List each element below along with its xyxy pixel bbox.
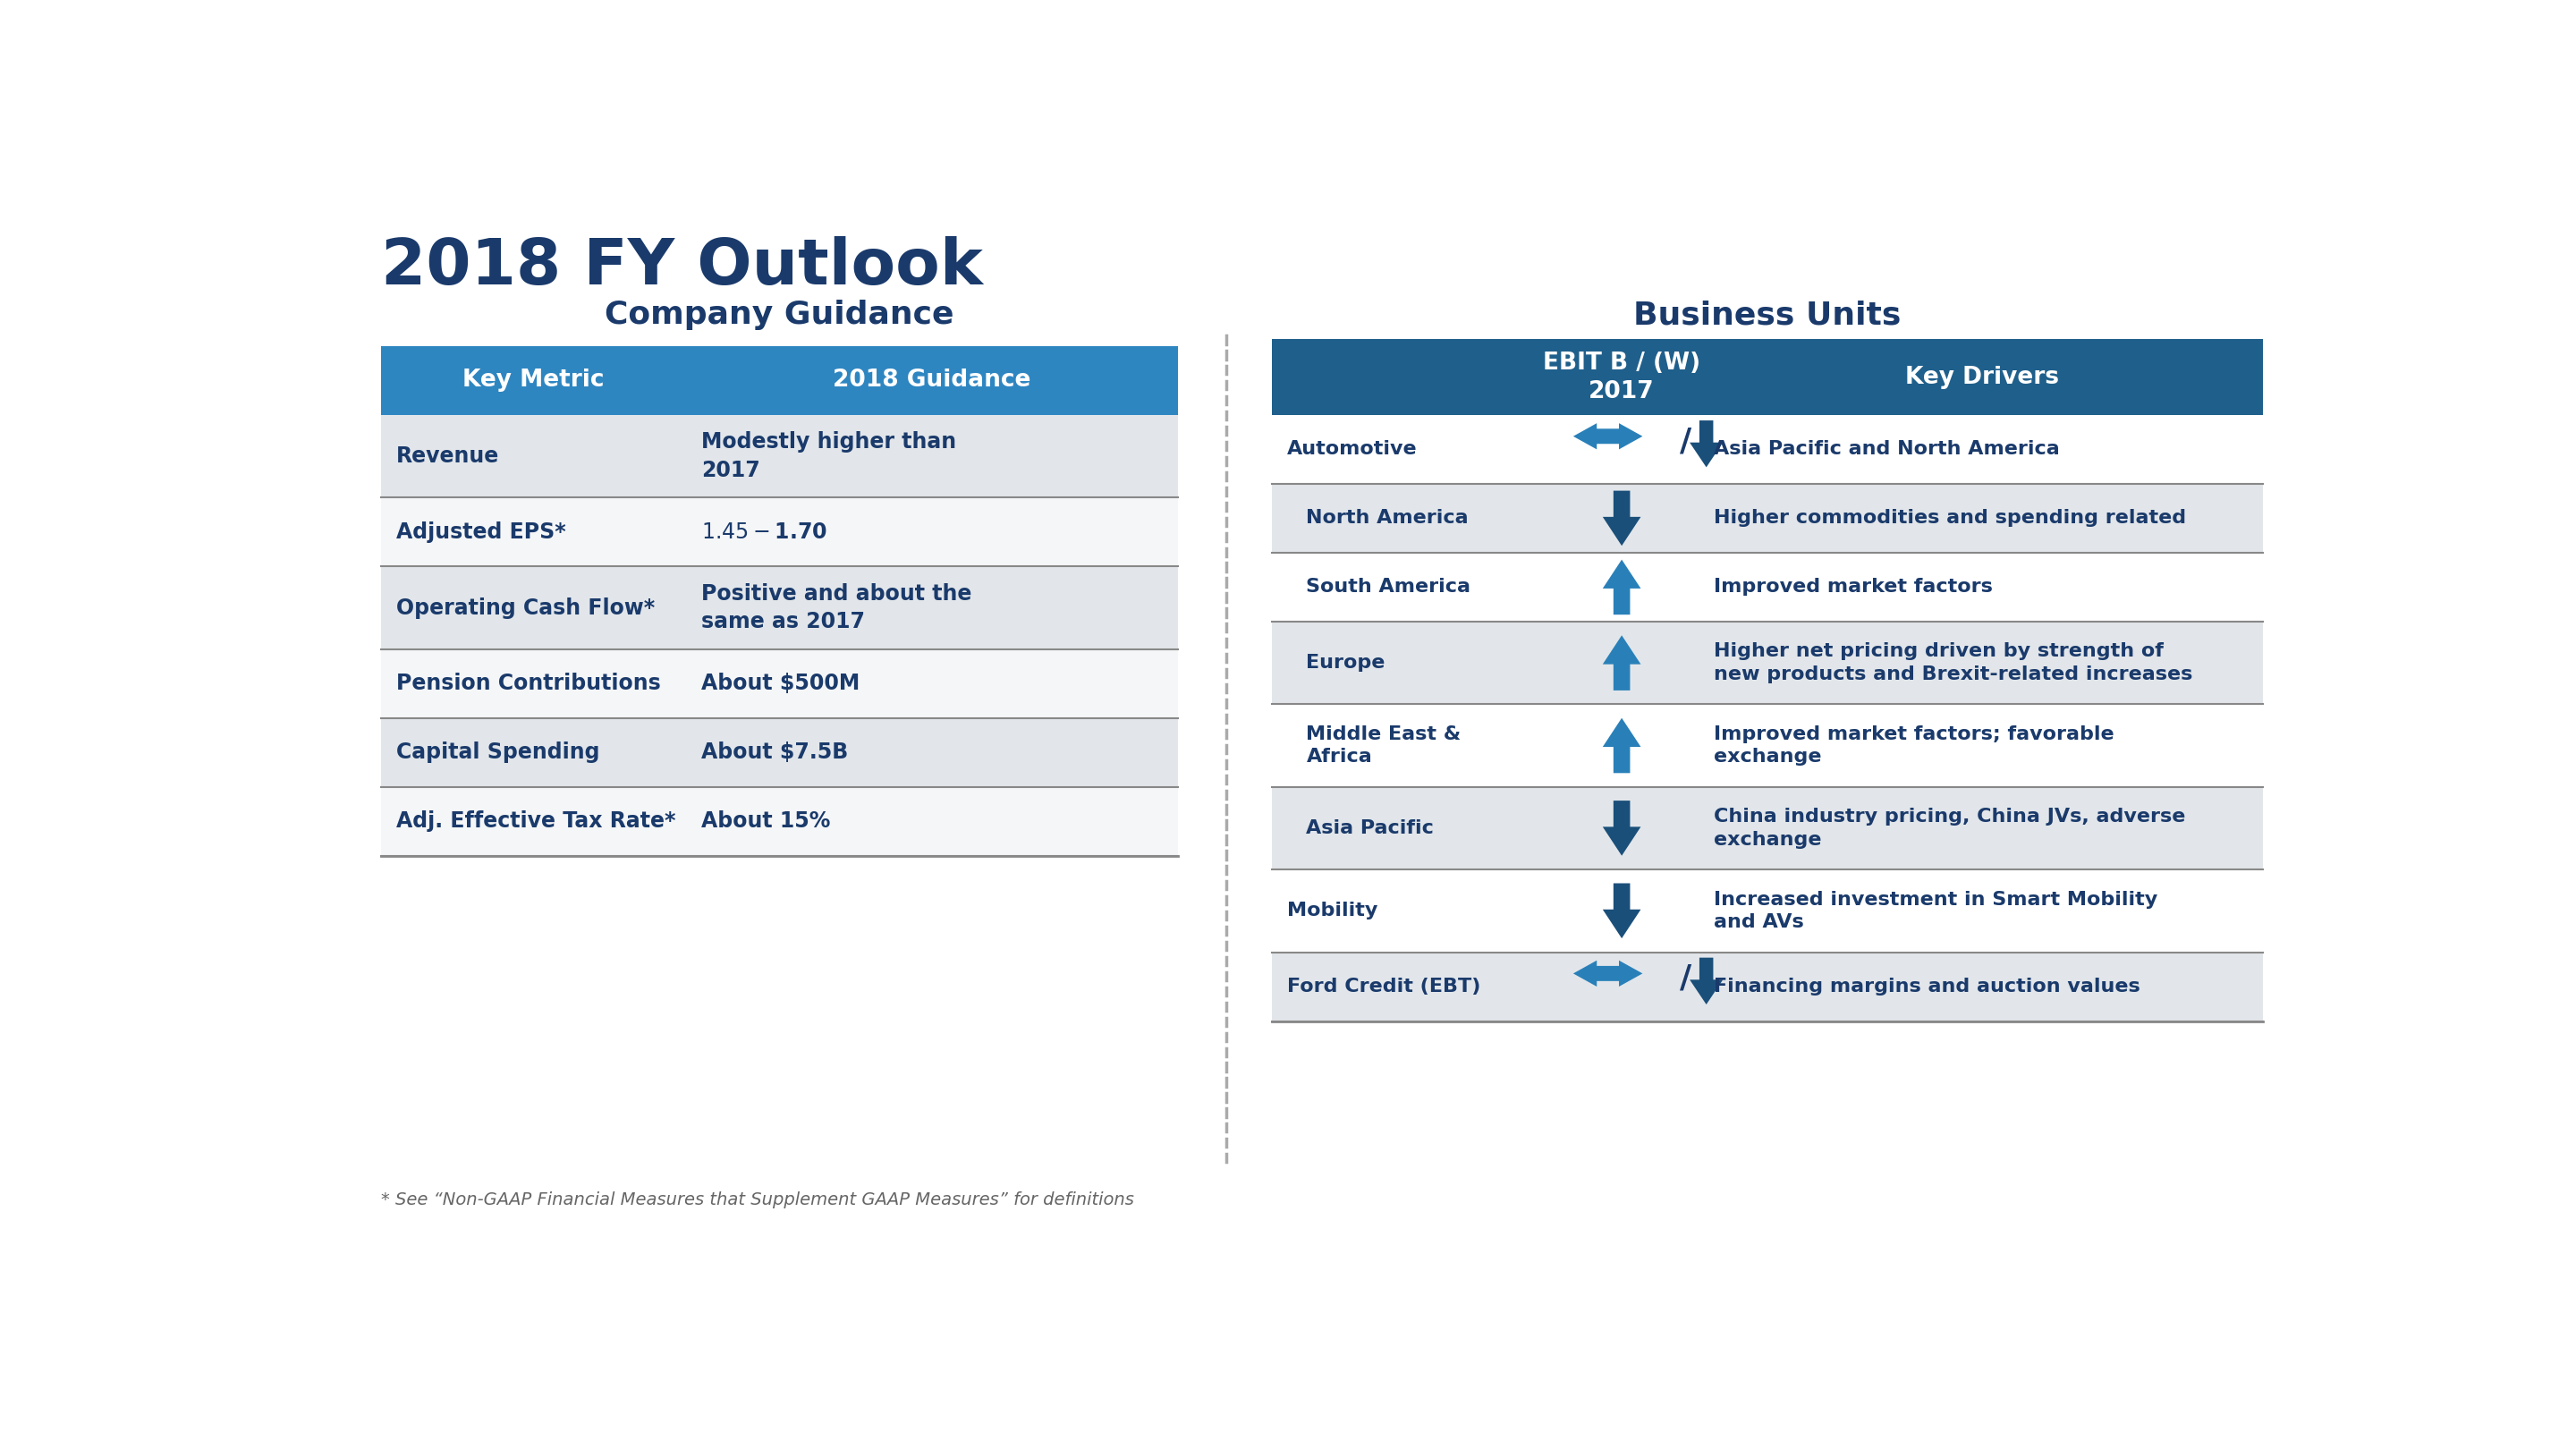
Text: EBIT B / (W)
2017: EBIT B / (W) 2017 xyxy=(1543,351,1700,403)
Text: /: / xyxy=(1680,964,1692,994)
Text: About 15%: About 15% xyxy=(701,810,829,832)
Text: Positive and about the
same as 2017: Positive and about the same as 2017 xyxy=(701,582,971,633)
Text: Improved market factors; favorable
exchange: Improved market factors; favorable excha… xyxy=(1713,724,2115,767)
Polygon shape xyxy=(1602,884,1641,939)
Text: Europe: Europe xyxy=(1306,653,1386,672)
Text: Key Drivers: Key Drivers xyxy=(1906,365,2058,388)
Bar xyxy=(1273,787,2262,869)
Text: Automotive: Automotive xyxy=(1288,440,1417,458)
Text: Higher net pricing driven by strength of
new products and Brexit-related increas: Higher net pricing driven by strength of… xyxy=(1713,642,2192,684)
Polygon shape xyxy=(1574,423,1643,449)
Bar xyxy=(1273,622,2262,704)
Text: 2018 Guidance: 2018 Guidance xyxy=(832,369,1030,393)
Bar xyxy=(1273,339,2262,414)
Bar xyxy=(1273,704,2262,787)
Bar xyxy=(1273,484,2262,552)
Text: Ford Credit (EBT): Ford Credit (EBT) xyxy=(1288,978,1481,995)
Polygon shape xyxy=(1602,491,1641,546)
Bar xyxy=(381,567,1177,649)
Bar xyxy=(1273,869,2262,952)
Bar xyxy=(381,414,1177,497)
Text: Modestly higher than
2017: Modestly higher than 2017 xyxy=(701,432,956,481)
Bar xyxy=(381,346,1177,414)
Polygon shape xyxy=(1690,420,1723,467)
Bar xyxy=(1273,414,2262,484)
Bar xyxy=(381,787,1177,856)
Polygon shape xyxy=(1574,961,1643,987)
Text: $1.45 - $1.70: $1.45 - $1.70 xyxy=(701,522,827,543)
Text: Key Metric: Key Metric xyxy=(464,369,605,393)
Text: Asia Pacific: Asia Pacific xyxy=(1306,819,1435,838)
Polygon shape xyxy=(1602,559,1641,614)
Text: Adj. Effective Tax Rate*: Adj. Effective Tax Rate* xyxy=(397,810,675,832)
Bar xyxy=(381,649,1177,717)
Text: /: / xyxy=(1680,426,1692,456)
Polygon shape xyxy=(1602,801,1641,856)
Polygon shape xyxy=(1602,717,1641,774)
Text: Adjusted EPS*: Adjusted EPS* xyxy=(397,522,567,543)
Text: Asia Pacific and North America: Asia Pacific and North America xyxy=(1713,440,2061,458)
Text: Higher commodities and spending related: Higher commodities and spending related xyxy=(1713,509,2187,527)
Bar xyxy=(381,717,1177,787)
Text: Pension Contributions: Pension Contributions xyxy=(397,672,659,694)
Bar xyxy=(1273,952,2262,1022)
Text: Improved market factors: Improved market factors xyxy=(1713,578,1994,596)
Text: China industry pricing, China JVs, adverse
exchange: China industry pricing, China JVs, adver… xyxy=(1713,807,2184,849)
Polygon shape xyxy=(1690,958,1723,1004)
Text: 2018 FY Outlook: 2018 FY Outlook xyxy=(381,236,984,297)
Text: * See “Non-GAAP Financial Measures that Supplement GAAP Measures” for definition: * See “Non-GAAP Financial Measures that … xyxy=(381,1191,1133,1208)
Text: About $7.5B: About $7.5B xyxy=(701,742,848,764)
Text: Middle East &
Africa: Middle East & Africa xyxy=(1306,724,1461,767)
Text: Financing margins and auction values: Financing margins and auction values xyxy=(1713,978,2141,995)
Text: Company Guidance: Company Guidance xyxy=(605,300,953,330)
Text: Capital Spending: Capital Spending xyxy=(397,742,600,764)
Text: Mobility: Mobility xyxy=(1288,901,1378,920)
Text: Revenue: Revenue xyxy=(397,445,500,467)
Text: Business Units: Business Units xyxy=(1633,300,1901,330)
Bar xyxy=(381,497,1177,567)
Text: Increased investment in Smart Mobility
and AVs: Increased investment in Smart Mobility a… xyxy=(1713,891,2159,932)
Bar xyxy=(1273,552,2262,622)
Text: North America: North America xyxy=(1306,509,1468,527)
Text: Operating Cash Flow*: Operating Cash Flow* xyxy=(397,597,654,619)
Text: South America: South America xyxy=(1306,578,1471,596)
Polygon shape xyxy=(1602,635,1641,690)
Text: About $500M: About $500M xyxy=(701,672,860,694)
